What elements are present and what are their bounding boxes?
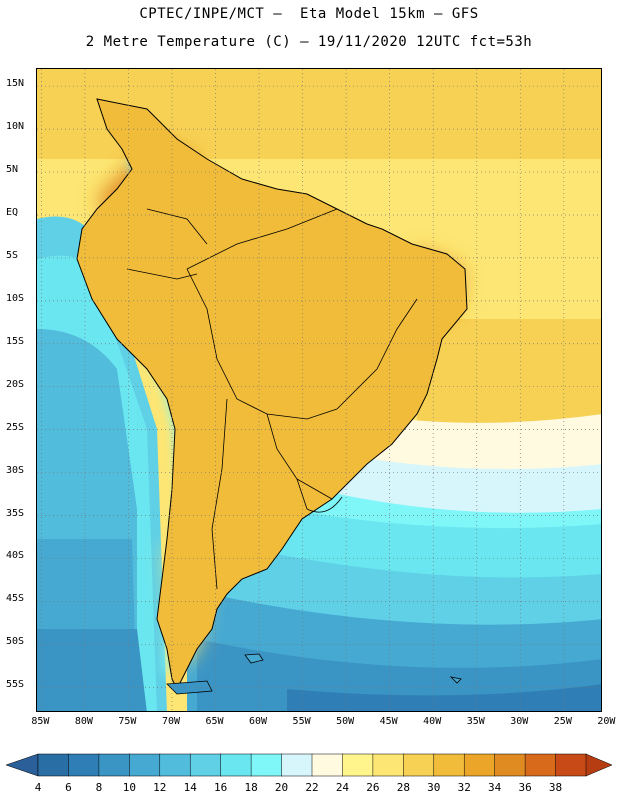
border-brazil-west <box>186 268 338 420</box>
lat-label-eq: EQ <box>6 206 19 218</box>
lat-label-55s: 55S <box>6 679 25 691</box>
map-panel <box>36 68 602 712</box>
grid-lines <box>37 69 601 711</box>
lon-label-70w: 70W <box>161 716 180 727</box>
border-amazon-north <box>186 208 338 270</box>
border-plata <box>306 496 343 513</box>
legend-label-34: 34 <box>488 781 502 794</box>
legend-swatch-16 <box>524 753 557 777</box>
lat-label-5n: 5N <box>6 164 19 176</box>
title-line-2: 2 Metre Temperature (C) – 19/11/2020 12U… <box>85 34 533 50</box>
lon-label-85w: 85W <box>31 716 50 727</box>
lon-label-55w: 55W <box>292 716 311 727</box>
lat-label-25s: 25S <box>6 421 25 433</box>
lon-label-45w: 45W <box>379 716 398 727</box>
legend-label-10: 10 <box>122 781 136 794</box>
legend-label-36: 36 <box>518 781 532 794</box>
legend-label-6: 6 <box>65 781 72 794</box>
legend-swatch-11 <box>372 753 405 777</box>
border-argentina-chile <box>211 398 228 590</box>
legend-swatch-12 <box>403 753 435 777</box>
legend-swatch-0 <box>37 753 70 777</box>
lat-label-15n: 15N <box>6 78 25 90</box>
legend-label-38: 38 <box>548 781 563 794</box>
title-line-1: CPTEC/INPE/MCT – Eta Model 15km – GFS <box>139 6 479 22</box>
border-brazil-states <box>336 298 418 410</box>
lat-label-10n: 10N <box>6 121 25 133</box>
legend-label-28: 28 <box>396 781 410 794</box>
lon-label-65w: 65W <box>205 716 224 727</box>
legend-swatch-8 <box>281 753 313 777</box>
legend-swatch-17 <box>555 753 587 777</box>
legend-label-16: 16 <box>214 781 228 794</box>
lat-label-30s: 30S <box>6 464 25 476</box>
ocean-band-20 <box>317 449 601 519</box>
border-paraguay <box>266 413 308 510</box>
border-peru-ecuador <box>126 268 198 280</box>
legend-swatch-10 <box>342 753 374 777</box>
border-colombia <box>146 208 208 245</box>
lat-label-50s: 50S <box>6 636 25 648</box>
legend-label-32: 32 <box>457 781 471 794</box>
legend-swatch-2 <box>98 753 131 777</box>
lat-label-40s: 40S <box>6 550 25 562</box>
legend-swatch-7 <box>250 753 283 777</box>
ocean-band-28-east <box>417 319 601 429</box>
legend-swatch-6 <box>220 753 252 777</box>
lon-label-80w: 80W <box>74 716 93 727</box>
pacific-band-8 <box>37 629 147 711</box>
lat-label-35s: 35S <box>6 507 25 519</box>
legend-low-arrow <box>5 753 39 777</box>
legend-label-30: 30 <box>427 781 441 794</box>
lat-label-20s: 20S <box>6 378 25 390</box>
lon-label-20w: 20W <box>597 716 616 727</box>
ocean-field <box>37 69 601 711</box>
legend-high-arrow <box>585 753 613 777</box>
ocean-band-14 <box>207 539 601 632</box>
political-borders <box>76 98 468 690</box>
temperature-map <box>37 69 601 711</box>
legend-label-8: 8 <box>95 781 103 794</box>
islands <box>166 653 462 695</box>
legend-swatch-5 <box>189 753 222 777</box>
legend-label-14: 14 <box>183 781 197 794</box>
legend-label-22: 22 <box>305 781 319 794</box>
color-legend <box>5 753 613 777</box>
lon-label-75w: 75W <box>118 716 137 727</box>
lat-label-10s: 10S <box>6 292 25 304</box>
legend-label-18: 18 <box>244 781 258 794</box>
falkland-islands <box>244 653 264 664</box>
lon-label-30w: 30W <box>510 716 529 727</box>
legend-swatch-9 <box>311 753 344 777</box>
legend-label-26: 26 <box>366 781 380 794</box>
legend-swatch-4 <box>159 753 191 777</box>
legend-label-4: 4 <box>34 781 42 794</box>
lon-label-40w: 40W <box>423 716 442 727</box>
legend-swatch-1 <box>68 753 100 777</box>
lon-label-25w: 25W <box>553 716 572 727</box>
legend-swatch-15 <box>494 753 526 777</box>
lat-label-45s: 45S <box>6 593 25 605</box>
legend-swatch-13 <box>433 753 465 777</box>
lat-label-5s: 5S <box>6 249 19 261</box>
legend-label-12: 12 <box>153 781 167 794</box>
lon-label-35w: 35W <box>466 716 485 727</box>
border-uruguay <box>296 478 333 500</box>
ocean-band-6 <box>287 684 601 711</box>
ocean-band-16 <box>237 499 601 583</box>
lat-label-15s: 15S <box>6 335 25 347</box>
legend-swatch-3 <box>129 753 161 777</box>
lon-label-50w: 50W <box>336 716 355 727</box>
legend-label-24: 24 <box>335 781 350 794</box>
legend-label-20: 20 <box>274 781 289 794</box>
lon-label-60w: 60W <box>249 716 268 727</box>
legend-swatch-14 <box>463 753 496 777</box>
south-georgia <box>449 676 462 684</box>
